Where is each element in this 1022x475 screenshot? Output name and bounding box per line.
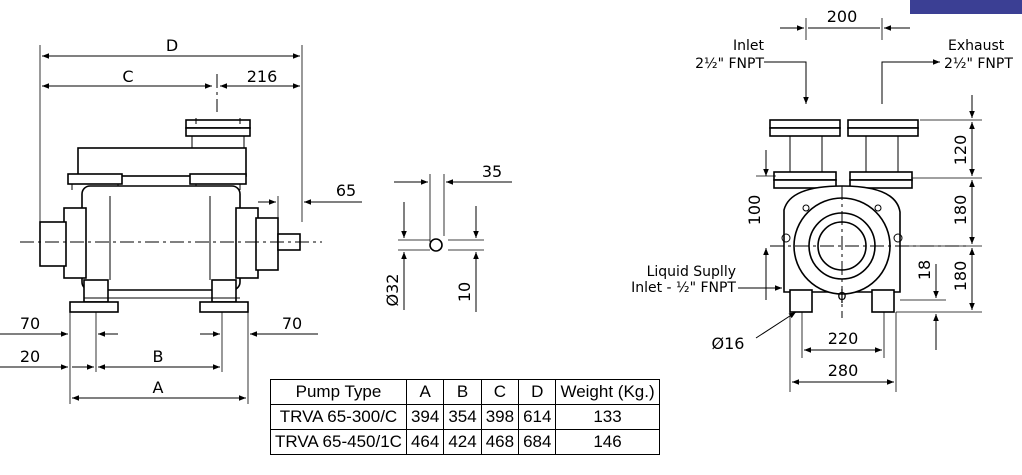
pump-feet: [69, 279, 249, 313]
exhaust-label: Exhaust: [948, 38, 1005, 54]
table-cell: 468: [480, 429, 520, 455]
table-cell: 398: [480, 404, 520, 430]
table-header: Pump Type: [270, 379, 407, 405]
dim-bottom: 220 280: [789, 312, 897, 392]
dim-d16: Ø16: [712, 311, 797, 353]
liquid-label-2: Inlet - ½" FNPT: [631, 280, 736, 296]
end-flanges: [769, 119, 919, 189]
top-flange: [185, 118, 251, 149]
table-cell: 133: [555, 404, 660, 430]
dim-d-label: D: [166, 36, 178, 55]
side-view: D C 216: [0, 36, 362, 404]
table-cell: 614: [518, 404, 557, 430]
exhaust-size-label: 2½" FNPT: [944, 56, 1013, 72]
table-cell: TRVA 65-300/C: [270, 404, 407, 430]
table-cell: 684: [518, 429, 557, 455]
table-header: C: [480, 379, 520, 405]
dim-lower: 70 70 20 B A: [0, 312, 318, 404]
dim-200-label: 200: [827, 7, 858, 26]
table-header: A: [405, 379, 445, 405]
dim-a-label: A: [153, 378, 164, 397]
liquid-label-1: Liquid Suplly: [647, 264, 736, 280]
table-cell: 354: [443, 404, 482, 430]
dim-d32-label: Ø32: [383, 274, 402, 307]
dim-70-left-label: 70: [20, 314, 40, 333]
dim-100-label: 100: [745, 195, 764, 226]
dim-18-label: 18: [915, 260, 934, 280]
dim-180-bottom-label: 180: [951, 261, 970, 292]
table-header-row: Pump Type A B C D Weight (Kg.): [270, 379, 660, 405]
table-cell: TRVA 65-450/1C: [270, 429, 407, 455]
dim-right-vertical: 120 180 180 18: [896, 95, 982, 350]
dim-220-label: 220: [828, 329, 859, 348]
table-row: TRVA 65-450/1C 464 424 468 684 146: [270, 429, 660, 455]
pump-casing: [20, 185, 322, 291]
dim-65-label: 65: [336, 181, 356, 200]
inlet-size-label: 2½" FNPT: [695, 56, 764, 72]
dim-d: D: [39, 36, 303, 222]
spec-table: Pump Type A B C D Weight (Kg.) TRVA 65-3…: [270, 379, 660, 455]
dim-70-right-label: 70: [282, 314, 302, 333]
table-header: D: [518, 379, 557, 405]
end-view: 200 Inlet 2½" FNPT Exhaust 2½" FNPT: [631, 7, 1013, 392]
end-body: ϕ: [770, 185, 970, 318]
table-cell: 424: [443, 429, 482, 455]
table-header: B: [443, 379, 482, 405]
table-cell: 394: [405, 404, 445, 430]
dim-280-label: 280: [828, 361, 859, 380]
dim-c-label: C: [122, 67, 133, 86]
dim-d16-label: Ø16: [712, 334, 745, 353]
shaft-detail: 35 Ø32 10: [383, 162, 512, 312]
table-row: TRVA 65-300/C 394 354 398 614 133: [270, 404, 660, 430]
dim-c: C 216: [42, 67, 300, 112]
dim-100: 100: [745, 150, 776, 300]
phi-label: ϕ: [837, 288, 846, 304]
dim-200: 200: [780, 7, 910, 40]
dim-180-top-label: 180: [951, 195, 970, 226]
manifold: [67, 147, 247, 190]
dim-120-label: 120: [951, 135, 970, 166]
port-labels: Inlet 2½" FNPT Exhaust 2½" FNPT: [695, 38, 1013, 104]
dim-216-label: 216: [247, 67, 278, 86]
dim-65: 65: [258, 181, 362, 236]
dim-b-label: B: [153, 347, 164, 366]
inlet-label: Inlet: [733, 38, 765, 54]
dim-20-label: 20: [20, 347, 40, 366]
table-cell: 146: [555, 429, 660, 455]
corner-tag: [910, 0, 1022, 14]
liquid-supply-callout: Liquid Suplly Inlet - ½" FNPT: [631, 264, 782, 296]
table-cell: 464: [405, 429, 445, 455]
dim-35-label: 35: [482, 162, 502, 181]
dim-10-label: 10: [455, 282, 474, 302]
table-header: Weight (Kg.): [555, 379, 660, 405]
